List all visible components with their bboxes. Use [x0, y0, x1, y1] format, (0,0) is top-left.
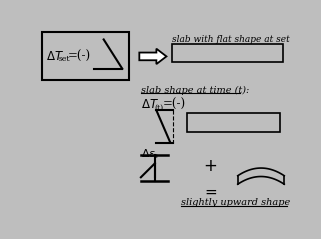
Text: set: set [59, 55, 70, 64]
Text: s: s [153, 152, 157, 160]
Bar [187, 113, 280, 132]
Text: slightly upward shape: slightly upward shape [181, 198, 291, 207]
Text: (t): (t) [155, 103, 164, 111]
Text: $\Delta\varepsilon$: $\Delta\varepsilon$ [141, 147, 156, 159]
Text: =(-): =(-) [162, 98, 186, 111]
Text: slab with flat shape at set: slab with flat shape at set [172, 35, 290, 44]
Text: =(-): =(-) [68, 50, 91, 63]
Bar [42, 32, 129, 80]
Polygon shape [238, 168, 284, 184]
Text: slab shape at time (t):: slab shape at time (t): [141, 86, 249, 95]
Text: =: = [204, 185, 217, 200]
Bar [172, 44, 283, 62]
Text: +: + [204, 157, 218, 175]
Text: $\Delta T$: $\Delta T$ [141, 98, 159, 111]
Polygon shape [139, 49, 167, 64]
Text: $\Delta T$: $\Delta T$ [46, 50, 64, 63]
